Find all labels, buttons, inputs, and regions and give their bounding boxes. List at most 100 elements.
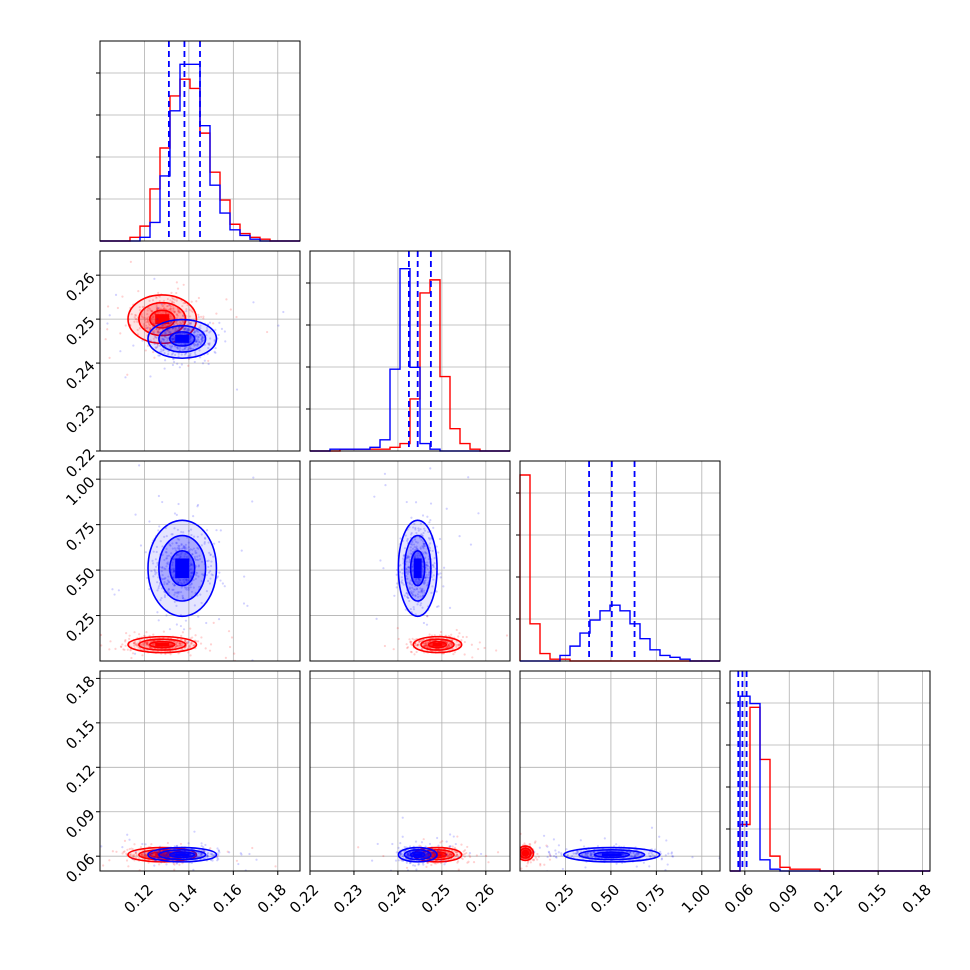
- scatter-point: [148, 324, 152, 327]
- scatter-point: [525, 865, 528, 868]
- scatter-point: [421, 590, 424, 593]
- scatter-point: [423, 644, 426, 647]
- scatter-point: [202, 574, 205, 577]
- scatter-point: [403, 594, 406, 597]
- scatter-point: [421, 570, 424, 573]
- scatter-point: [198, 585, 201, 589]
- scatter-point: [173, 584, 176, 587]
- scatter-point: [185, 586, 188, 589]
- scatter-point: [201, 662, 203, 664]
- scatter-point: [414, 644, 417, 647]
- scatter-point: [123, 839, 127, 843]
- scatter-point: [173, 591, 177, 594]
- scatter-point: [549, 854, 552, 858]
- scatter-point: [210, 564, 213, 568]
- scatter-point: [406, 852, 410, 855]
- scatter-point: [163, 583, 166, 586]
- scatter-point: [637, 852, 640, 855]
- scatter-point: [153, 335, 157, 338]
- scatter-point: [183, 555, 186, 558]
- scatter-point: [548, 854, 552, 857]
- scatter-point: [422, 542, 426, 545]
- scatter-point: [446, 853, 449, 857]
- scatter-point: [119, 332, 122, 335]
- scatter-point: [191, 347, 195, 351]
- scatter-point: [119, 350, 122, 353]
- scatter-point: [211, 574, 214, 577]
- scatter-point: [439, 841, 442, 844]
- scatter-point: [426, 576, 429, 579]
- scatter-point: [439, 630, 443, 634]
- scatter-point: [187, 364, 190, 367]
- scatter-point: [444, 861, 447, 864]
- scatter-point: [189, 334, 192, 338]
- scatter-panel-3-0: [100, 830, 277, 871]
- scatter-point: [179, 581, 183, 585]
- scatter-point: [139, 639, 142, 643]
- scatter-point: [167, 591, 171, 595]
- scatter-point: [410, 583, 414, 586]
- scatter-point: [417, 863, 420, 866]
- scatter-point: [171, 345, 174, 348]
- scatter-point: [438, 850, 441, 853]
- scatter-point: [405, 556, 408, 559]
- scatter-point: [227, 630, 231, 633]
- scatter-point: [165, 863, 168, 866]
- scatter-point: [133, 631, 136, 634]
- scatter-point: [659, 850, 662, 853]
- scatter-point: [196, 558, 199, 561]
- scatter-point: [188, 347, 192, 350]
- scatter-point: [423, 644, 426, 648]
- scatter-point: [151, 320, 154, 323]
- scatter-point: [190, 583, 193, 586]
- scatter-point: [175, 580, 179, 583]
- scatter-point: [405, 592, 408, 595]
- scatter-point: [426, 561, 429, 564]
- scatter-point: [159, 339, 162, 342]
- scatter-point: [422, 621, 426, 625]
- scatter-point: [410, 592, 413, 595]
- scatter-point: [171, 640, 174, 643]
- scatter-point: [156, 318, 159, 321]
- scatter-point: [235, 388, 239, 391]
- scatter-point: [178, 321, 182, 324]
- scatter-point: [206, 854, 209, 858]
- scatter-point: [183, 547, 186, 550]
- scatter-point: [450, 633, 453, 636]
- scatter-point: [417, 581, 420, 584]
- scatter-point: [126, 648, 129, 651]
- scatter-point: [155, 850, 158, 853]
- scatter-point: [152, 350, 155, 354]
- scatter-point: [198, 356, 202, 359]
- scatter-point: [407, 566, 410, 569]
- scatter-point: [142, 643, 145, 646]
- scatter-point: [172, 337, 175, 340]
- scatter-point: [157, 291, 160, 295]
- scatter-point: [200, 338, 203, 341]
- scatter-point: [424, 579, 427, 582]
- scatter-point: [162, 348, 165, 351]
- scatter-point: [405, 568, 408, 571]
- scatter-point: [408, 853, 411, 856]
- scatter-point: [162, 305, 165, 308]
- scatter-point: [517, 854, 519, 856]
- scatter-point: [169, 544, 172, 547]
- scatter-point: [181, 304, 184, 308]
- scatter-point: [200, 579, 203, 583]
- scatter-point: [523, 842, 526, 845]
- scatter-point: [165, 557, 169, 560]
- scatter-point: [168, 344, 172, 348]
- scatter-point: [414, 613, 417, 616]
- scatter-point: [156, 851, 160, 854]
- scatter-point: [425, 642, 428, 645]
- scatter-point: [174, 328, 177, 331]
- scatter-point: [151, 299, 155, 302]
- scatter-point: [157, 330, 160, 333]
- scatter-point: [175, 320, 178, 323]
- scatter-point: [193, 830, 196, 833]
- scatter-point: [183, 546, 186, 550]
- scatter-point: [409, 650, 413, 653]
- scatter-point: [157, 306, 160, 310]
- scatter-point: [206, 328, 209, 331]
- scatter-point: [442, 566, 446, 569]
